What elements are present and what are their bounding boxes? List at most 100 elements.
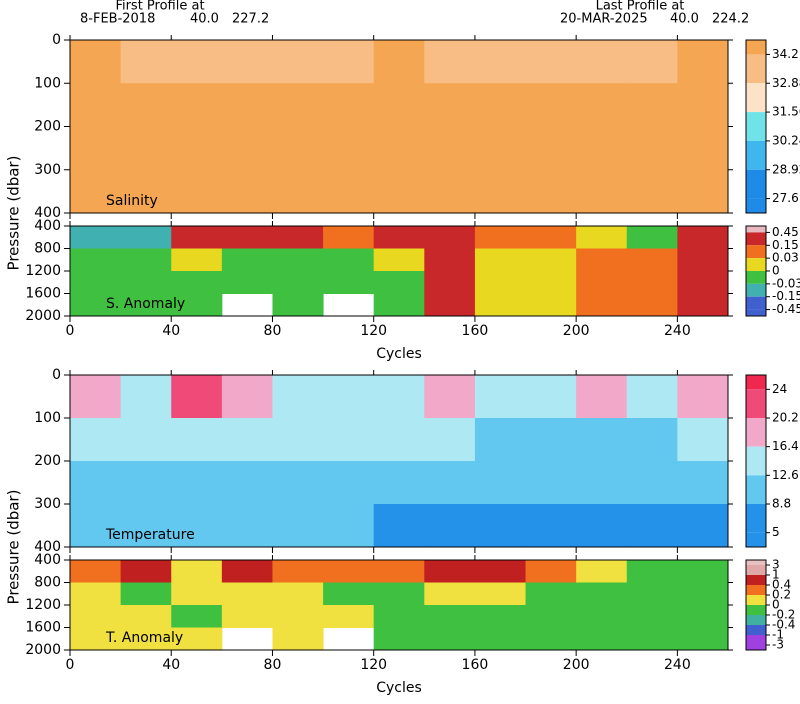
heat-cell <box>424 293 476 317</box>
heat-cell <box>171 293 223 317</box>
heat-cell <box>70 40 122 84</box>
y-tick-label: 100 <box>34 75 61 91</box>
heat-cell <box>576 126 628 171</box>
heat-cell <box>272 169 324 214</box>
colorbar-label: 24 <box>772 382 787 396</box>
colorbar-band <box>746 271 766 284</box>
y-tick-label: 2000 <box>25 642 61 658</box>
panel-label: Salinity <box>106 193 158 209</box>
heat-cell <box>272 627 324 651</box>
colorbar-band <box>746 112 766 141</box>
heat-cell <box>171 126 223 171</box>
heat-cell <box>373 582 425 606</box>
colorbar-over <box>746 560 766 565</box>
heat-cell <box>525 560 577 583</box>
panel-label: T. Anomaly <box>105 630 183 646</box>
colorbar-label: -1 <box>772 628 784 642</box>
heat-cell <box>120 461 172 505</box>
colorbar-band <box>746 389 766 418</box>
heat-cell <box>221 83 273 127</box>
colorbar-label: -0.03 <box>772 276 800 290</box>
colorbar-label: 20.2 <box>772 411 799 425</box>
heat-cell <box>576 504 628 548</box>
heat-cell <box>576 40 628 84</box>
heat-cell <box>323 504 375 548</box>
heat-cell <box>677 271 729 294</box>
heat-cell <box>323 248 375 272</box>
colorbar-under <box>746 309 766 316</box>
heat-cell <box>576 582 628 606</box>
y-tick-label: 1200 <box>25 263 61 279</box>
heat-cell <box>424 582 476 606</box>
heat-cell <box>626 226 678 249</box>
heat-cell <box>120 271 172 294</box>
header-text: 8-FEB-2018 <box>80 12 155 27</box>
colorbar-over <box>746 226 766 233</box>
heat-cell <box>323 169 375 214</box>
heat-cell <box>373 560 425 583</box>
heat-cell <box>70 375 122 419</box>
heat-cell <box>323 582 375 606</box>
heat-cell <box>171 83 223 127</box>
heat-cell <box>373 605 425 628</box>
y-tick-label: 0 <box>52 32 61 48</box>
heat-cell <box>626 627 678 651</box>
heat-cell <box>120 560 172 583</box>
heat-cell <box>272 582 324 606</box>
heat-cell <box>424 504 476 548</box>
colorbar-over <box>746 40 766 55</box>
colorbar-label: 0.45 <box>772 225 799 239</box>
y-tick-label: 300 <box>34 162 61 178</box>
colorbar-under <box>746 645 766 650</box>
heat-cell <box>70 226 122 249</box>
x-tick-label: 200 <box>563 323 590 339</box>
heat-cell <box>70 418 122 462</box>
header-text: 224.2 <box>712 12 749 27</box>
heat-cell <box>323 375 375 419</box>
y-tick-label: 800 <box>34 575 61 591</box>
heat-cell <box>576 169 628 214</box>
colorbar-band <box>746 635 766 645</box>
heat-cell <box>424 605 476 628</box>
colorbar-label: 5 <box>772 525 780 539</box>
heat-cell <box>120 126 172 171</box>
heat-cell <box>424 248 476 272</box>
heat-cell <box>120 83 172 127</box>
heat-cell <box>373 504 425 548</box>
heat-cell <box>323 271 375 294</box>
heat-cell <box>424 461 476 505</box>
colorbar-band <box>746 54 766 84</box>
colorbar-band <box>746 83 766 113</box>
heat-cell <box>323 126 375 171</box>
y-tick-label: 400 <box>34 218 61 234</box>
heat-cell <box>221 248 273 272</box>
heat-cell <box>525 627 577 651</box>
colorbar-frame <box>745 374 767 548</box>
heat-cell <box>120 627 172 651</box>
heat-cell <box>576 248 628 272</box>
colorbar-band <box>746 283 766 297</box>
header-text: 40.0 <box>670 12 699 27</box>
heat-cell <box>221 504 273 548</box>
colorbar-band <box>746 245 766 259</box>
heat-cell <box>323 83 375 127</box>
heat-cell <box>70 605 122 628</box>
colorbar-label: 3 <box>772 558 780 572</box>
heat-cell <box>373 248 425 272</box>
x-tick-label: 0 <box>66 657 75 673</box>
heat-cell <box>424 418 476 462</box>
colorbar-label: 30.24 <box>772 133 800 147</box>
colorbar-band <box>746 418 766 447</box>
heat-cell <box>373 627 425 651</box>
colorbar-label: 0.4 <box>772 578 791 592</box>
heat-cell <box>424 40 476 84</box>
heat-cell <box>626 40 678 84</box>
heat-cell <box>171 271 223 294</box>
heat-cell <box>272 375 324 419</box>
heat-cell <box>677 40 729 84</box>
colorbar-label: -0.45 <box>772 302 800 316</box>
heat-cell <box>272 271 324 294</box>
y-tick-label: 200 <box>34 453 61 469</box>
heat-cell <box>171 461 223 505</box>
colorbar-label: 12.6 <box>772 468 799 482</box>
